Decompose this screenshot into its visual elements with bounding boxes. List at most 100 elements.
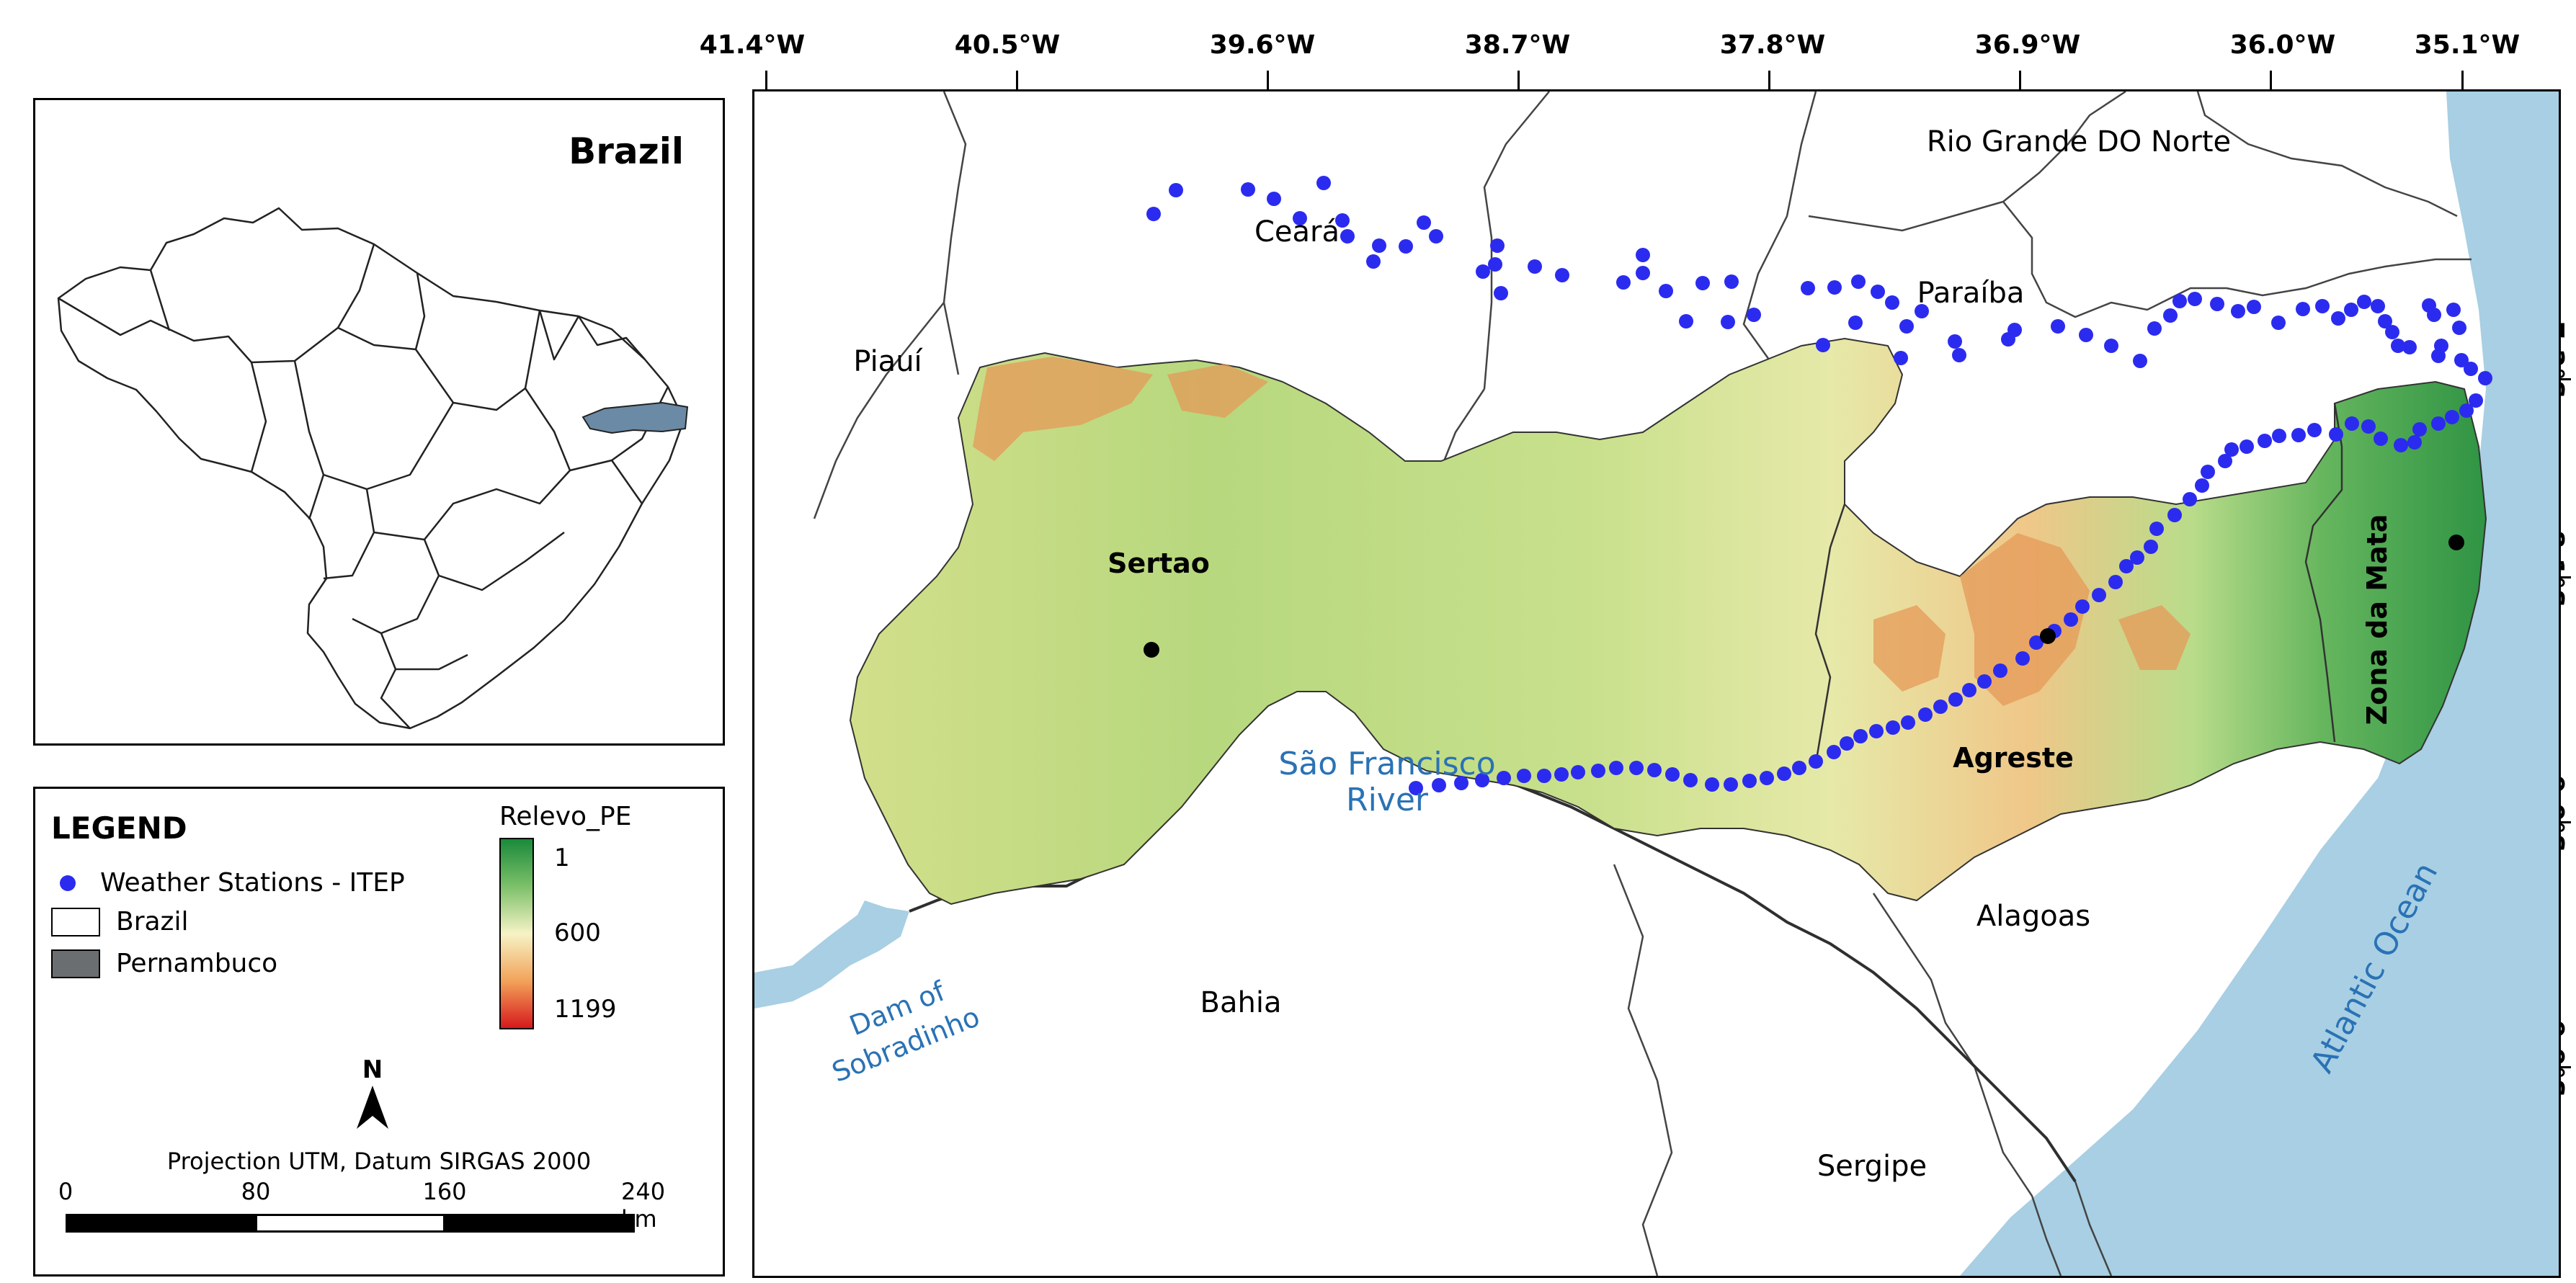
weather-station-point	[2307, 423, 2322, 437]
weather-station-point	[2478, 371, 2492, 385]
weather-station-point	[2075, 599, 2090, 614]
weather-station-point	[2224, 442, 2239, 457]
label-paraiba: Paraíba	[1917, 277, 2025, 310]
weather-station-point	[1488, 257, 1502, 272]
weather-station-point	[2163, 308, 2178, 323]
weather-station-point	[1901, 715, 1915, 730]
weather-station-point	[2133, 354, 2147, 368]
brazil-inset-map: Brazil	[33, 98, 725, 746]
weather-station-point	[2391, 339, 2405, 353]
lon-tick	[1768, 71, 1770, 89]
weather-station-point	[2412, 422, 2427, 437]
weather-station-point	[1429, 229, 1443, 243]
weather-station-point	[1169, 183, 1183, 197]
weather-station-point	[1894, 351, 1908, 365]
weather-station-point	[2469, 393, 2483, 408]
label-alagoas: Alagoas	[1976, 900, 2090, 933]
zona-mata-centroid	[2448, 535, 2464, 550]
weather-station-point	[2402, 340, 2417, 354]
weather-station-point	[1476, 264, 1490, 279]
weather-station-point	[2149, 522, 2164, 536]
weather-station-point	[2108, 575, 2123, 589]
weather-station-point	[2345, 416, 2359, 431]
weather-station-point	[2079, 328, 2093, 342]
weather-station-point	[1809, 754, 1823, 769]
weather-station-point	[2459, 403, 2474, 418]
station-dot-icon	[60, 875, 76, 891]
pernambuco-box-icon	[51, 949, 100, 978]
weather-station-point	[2445, 410, 2459, 424]
label-sertao: Sertao	[1107, 547, 1210, 579]
lon-label: 39.6°W	[1209, 30, 1316, 60]
weather-station-point	[2344, 303, 2358, 317]
weather-station-point	[2291, 428, 2306, 442]
lon-label: 36.9°W	[1974, 30, 2081, 60]
weather-station-point	[2258, 434, 2272, 448]
main-map: Ceará Rio Grande DO Norte Paraíba Piauí …	[752, 89, 2561, 1278]
weather-station-point	[1853, 729, 1868, 743]
label-piaui: Piauí	[853, 345, 923, 378]
weather-station-point	[1918, 707, 1933, 722]
weather-station-point	[2361, 419, 2376, 434]
weather-station-point	[1494, 286, 1508, 300]
weather-station-point	[2331, 311, 2345, 326]
inset-title: Brazil	[569, 130, 684, 172]
weather-station-point	[2210, 297, 2224, 311]
weather-station-point	[1851, 274, 1866, 289]
weather-station-point	[2374, 432, 2388, 446]
relief-highlands	[973, 357, 2191, 706]
weather-station-point	[1528, 259, 1542, 274]
weather-station-point	[1609, 761, 1623, 775]
weather-station-point	[1933, 699, 1948, 714]
weather-station-point	[1724, 777, 1738, 792]
weather-station-point	[1948, 692, 1963, 707]
weather-station-point	[2431, 416, 2446, 431]
weather-station-point	[1335, 213, 1350, 228]
legend-panel: LEGEND Weather Stations - ITEP Brazil Pe…	[33, 787, 725, 1277]
weather-station-point	[1293, 211, 1307, 225]
weather-station-point	[1952, 348, 1966, 362]
weather-station-point	[1915, 304, 1929, 318]
scale-label: 240 km	[621, 1178, 666, 1233]
weather-station-point	[1705, 777, 1719, 792]
weather-station-point	[2231, 304, 2245, 318]
lat-tick	[2561, 1066, 2571, 1068]
scale-bar-white	[255, 1214, 445, 1233]
label-agreste: Agreste	[1953, 742, 2074, 774]
weather-station-point	[2183, 492, 2197, 506]
weather-station-point	[2104, 339, 2118, 353]
pernambuco-state	[849, 337, 2487, 906]
weather-station-point	[1962, 683, 1976, 697]
scale-bar-black	[443, 1214, 635, 1233]
weather-station-point	[2385, 325, 2399, 339]
weather-station-point	[2051, 319, 2065, 334]
weather-station-point	[1695, 276, 1710, 290]
weather-station-point	[2119, 559, 2134, 573]
brazil-box-icon	[51, 907, 100, 936]
weather-station-point	[2464, 362, 2478, 376]
legend-label: Brazil	[116, 907, 189, 936]
sobradinho-dam	[754, 900, 909, 1009]
weather-station-point	[1417, 215, 1431, 230]
weather-station-point	[1366, 254, 1381, 269]
lon-tick	[2270, 71, 2272, 89]
weather-station-point	[1432, 778, 1446, 792]
weather-station-point	[2407, 435, 2422, 450]
legend-item-brazil: Brazil	[51, 907, 188, 936]
lon-tick	[2019, 71, 2021, 89]
weather-station-point	[1827, 745, 1841, 759]
lon-label: 41.4°W	[699, 30, 806, 60]
weather-station-point	[1616, 275, 1631, 290]
weather-station-point	[1591, 764, 1605, 778]
weather-station-point	[2394, 438, 2408, 452]
weather-station-point	[1977, 674, 1992, 689]
sertao-centroid	[1144, 642, 1159, 658]
weather-station-point	[2167, 508, 2182, 522]
scale-label: 80	[241, 1178, 271, 1205]
weather-station-point	[2029, 635, 2044, 650]
weather-station-point	[2092, 588, 2106, 602]
weather-station-point	[1848, 316, 1863, 330]
weather-station-point	[1792, 761, 1806, 775]
weather-station-point	[1241, 182, 1255, 197]
lat-tick	[2561, 821, 2571, 823]
